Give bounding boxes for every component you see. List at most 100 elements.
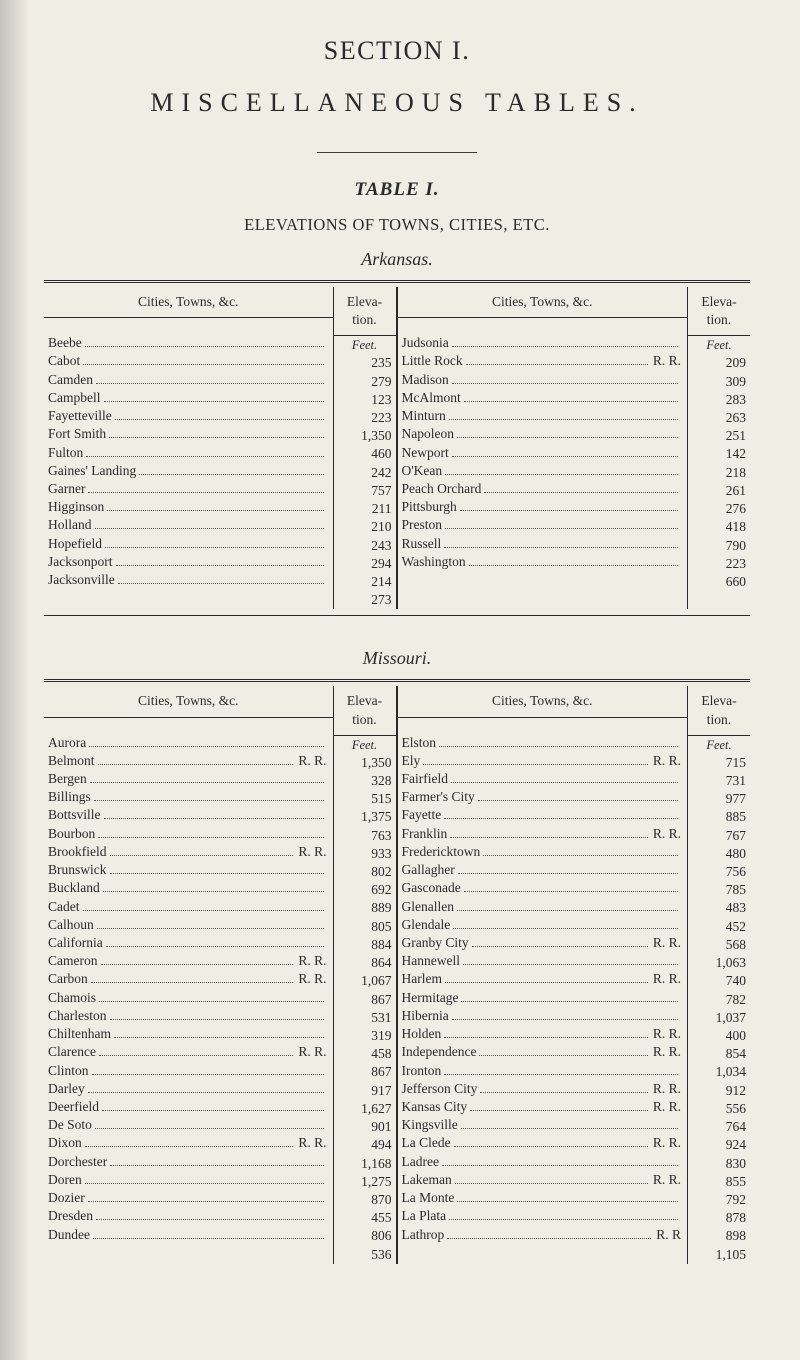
elevation-value: 235 bbox=[334, 354, 396, 372]
leader-dots bbox=[444, 808, 678, 820]
city-name: Ironton bbox=[402, 1062, 442, 1080]
leader-dots bbox=[460, 499, 678, 511]
rr-suffix: R. R. bbox=[651, 970, 681, 988]
city-name: Glenallen bbox=[402, 898, 454, 916]
table-row: DixonR. R. bbox=[44, 1134, 333, 1152]
leader-dots bbox=[99, 990, 323, 1002]
leader-dots bbox=[99, 1045, 293, 1057]
city-name: Fulton bbox=[48, 444, 83, 462]
leader-dots bbox=[118, 572, 324, 584]
table-row: California bbox=[44, 934, 333, 952]
elevation-value: 898 bbox=[688, 1227, 750, 1245]
elevation-value: 660 bbox=[688, 573, 750, 591]
elevation-value: 924 bbox=[688, 1136, 750, 1154]
city-name: Bourbon bbox=[48, 825, 95, 843]
elevation-value: 1,350 bbox=[334, 427, 396, 445]
leader-dots bbox=[94, 789, 324, 801]
table-row: Beebe bbox=[44, 334, 333, 352]
city-name: Bottsville bbox=[48, 806, 101, 824]
leader-dots bbox=[447, 1227, 651, 1239]
leader-dots bbox=[457, 427, 678, 439]
leader-dots bbox=[423, 753, 648, 765]
city-name: Russell bbox=[402, 535, 442, 553]
table-row: Billings bbox=[44, 788, 333, 806]
leader-dots bbox=[139, 463, 323, 475]
city-name: Darley bbox=[48, 1080, 85, 1098]
elevation-value: 515 bbox=[334, 790, 396, 808]
elevation-value: 218 bbox=[688, 464, 750, 482]
table-row: Hibernia bbox=[398, 1007, 688, 1025]
city-name: Dresden bbox=[48, 1207, 93, 1225]
table-row: Camden bbox=[44, 371, 333, 389]
city-name: Peach Orchard bbox=[402, 480, 482, 498]
table-row: Newport bbox=[398, 444, 688, 462]
city-name: Lakeman bbox=[402, 1171, 452, 1189]
leader-dots bbox=[461, 990, 678, 1002]
unit-feet: Feet. bbox=[334, 336, 396, 354]
city-name: Jacksonville bbox=[48, 571, 115, 589]
elevation-value: 214 bbox=[334, 573, 396, 591]
leader-dots bbox=[483, 844, 678, 856]
rr-suffix: R. R. bbox=[651, 352, 681, 370]
table-row: Pittsburgh bbox=[398, 498, 688, 516]
table-row: Kingsville bbox=[398, 1116, 688, 1134]
elevation-value: 223 bbox=[334, 409, 396, 427]
leader-dots bbox=[452, 445, 678, 457]
elevation-value: 763 bbox=[334, 827, 396, 845]
table-row: Chiltenham bbox=[44, 1025, 333, 1043]
table-row: Little RockR. R. bbox=[398, 352, 688, 370]
elevation-value: 568 bbox=[688, 936, 750, 954]
city-name: La Monte bbox=[402, 1189, 455, 1207]
city-name: Independence bbox=[402, 1043, 477, 1061]
elevation-value: 211 bbox=[334, 500, 396, 518]
table-row: Napoleon bbox=[398, 425, 688, 443]
city-name: Deerfield bbox=[48, 1098, 99, 1116]
elevation-value: 142 bbox=[688, 445, 750, 463]
leader-dots bbox=[466, 354, 648, 366]
elevation-value: 715 bbox=[688, 754, 750, 772]
table-row: CameronR. R. bbox=[44, 952, 333, 970]
table-row: HoldenR. R. bbox=[398, 1025, 688, 1043]
city-name: Dozier bbox=[48, 1189, 85, 1207]
table-row: Fayetteville bbox=[44, 407, 333, 425]
table-row: Hannewell bbox=[398, 952, 688, 970]
elevation-value: 792 bbox=[688, 1191, 750, 1209]
leader-dots bbox=[89, 735, 323, 747]
leader-dots bbox=[452, 372, 678, 384]
elevation-value: 418 bbox=[688, 518, 750, 536]
table-row: LathropR. R bbox=[398, 1226, 688, 1244]
table-row: Elston bbox=[398, 734, 688, 752]
leader-dots bbox=[452, 335, 678, 347]
elevation-value: 870 bbox=[334, 1191, 396, 1209]
city-name: Buckland bbox=[48, 879, 100, 897]
leader-dots bbox=[104, 808, 324, 820]
elevation-value: 276 bbox=[688, 500, 750, 518]
elevation-value: 494 bbox=[334, 1136, 396, 1154]
elevation-value: 1,627 bbox=[334, 1100, 396, 1118]
city-name: Calhoun bbox=[48, 916, 94, 934]
city-name: Billings bbox=[48, 788, 91, 806]
elevation-value: 279 bbox=[334, 373, 396, 391]
table-row: Bottsville bbox=[44, 806, 333, 824]
elevation-value: 1,275 bbox=[334, 1173, 396, 1191]
leader-dots bbox=[93, 1227, 324, 1239]
city-name: Hopefield bbox=[48, 535, 102, 553]
leader-dots bbox=[98, 753, 294, 765]
elevation-value: 209 bbox=[688, 354, 750, 372]
leader-dots bbox=[452, 1008, 678, 1020]
elevation-table: Cities, Towns, &c.AuroraBelmontR. R.Berg… bbox=[44, 679, 750, 1263]
elevation-value: 878 bbox=[688, 1209, 750, 1227]
header-elevation: Eleva-tion. bbox=[334, 686, 396, 735]
table-row: FranklinR. R. bbox=[398, 825, 688, 843]
city-name: Clarence bbox=[48, 1043, 96, 1061]
table-row: HarlemR. R. bbox=[398, 970, 688, 988]
table-row: Ironton bbox=[398, 1062, 688, 1080]
city-name: Gaines' Landing bbox=[48, 462, 136, 480]
elevation-value: 283 bbox=[688, 391, 750, 409]
city-name: Hibernia bbox=[402, 1007, 449, 1025]
header-cities: Cities, Towns, &c. bbox=[398, 686, 688, 717]
elevation-value: 1,168 bbox=[334, 1155, 396, 1173]
leader-dots bbox=[445, 518, 678, 530]
elevation-value: 261 bbox=[688, 482, 750, 500]
leader-dots bbox=[461, 1117, 678, 1129]
